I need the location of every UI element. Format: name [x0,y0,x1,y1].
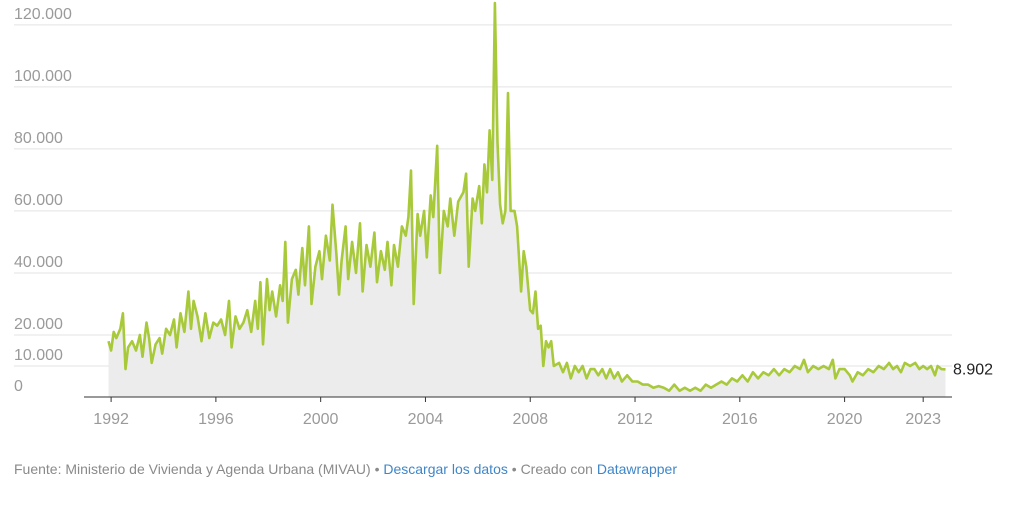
x-tick-label: 2012 [617,411,653,428]
x-tick-label: 2016 [722,411,758,428]
y-tick-label: 10.000 [14,347,63,364]
end-value-label: 8.902 [953,361,993,378]
x-tick-label: 1996 [198,411,234,428]
created-with-text: Creado con [520,461,593,477]
x-axis-labels: 1992 1996 2000 2004 2008 2012 2016 2020 2023 [93,411,941,428]
x-tick-label: 2023 [905,411,941,428]
x-axis [84,396,952,402]
x-tick-label: 2004 [408,411,444,428]
source-text: Fuente: Ministerio de Vivienda y Agenda … [14,461,371,477]
footer-separator: • [511,461,517,477]
download-data-link[interactable]: Descargar los datos [383,461,508,477]
area-layer [107,1,946,397]
x-tick-label: 2020 [827,411,863,428]
footer-separator: • [374,461,380,477]
end-label-group: 8.902 [953,361,993,378]
y-tick-label: 40.000 [14,254,63,271]
series-line [107,1,946,393]
x-tick-label: 2000 [303,411,339,428]
y-tick-label: 100.000 [14,68,72,85]
area-fill [108,3,946,397]
y-tick-label: 80.000 [14,130,63,147]
x-tick-label: 1992 [93,411,129,428]
x-tick-label: 2008 [512,411,548,428]
y-tick-label: 0 [14,378,23,395]
y-axis-labels: 0 10.000 20.000 40.000 60.000 80.000 100.000 12… [14,6,72,395]
chart: 0 10.000 20.000 40.000 60.000 80.000 100.000 12… [14,1,993,428]
datawrapper-link[interactable]: Datawrapper [596,461,677,477]
y-tick-label: 120.000 [14,6,72,23]
y-tick-label: 20.000 [14,316,63,333]
y-tick-label: 60.000 [14,192,63,209]
chart-footer: Fuente: Ministerio de Vivienda y Agenda … [14,461,677,477]
